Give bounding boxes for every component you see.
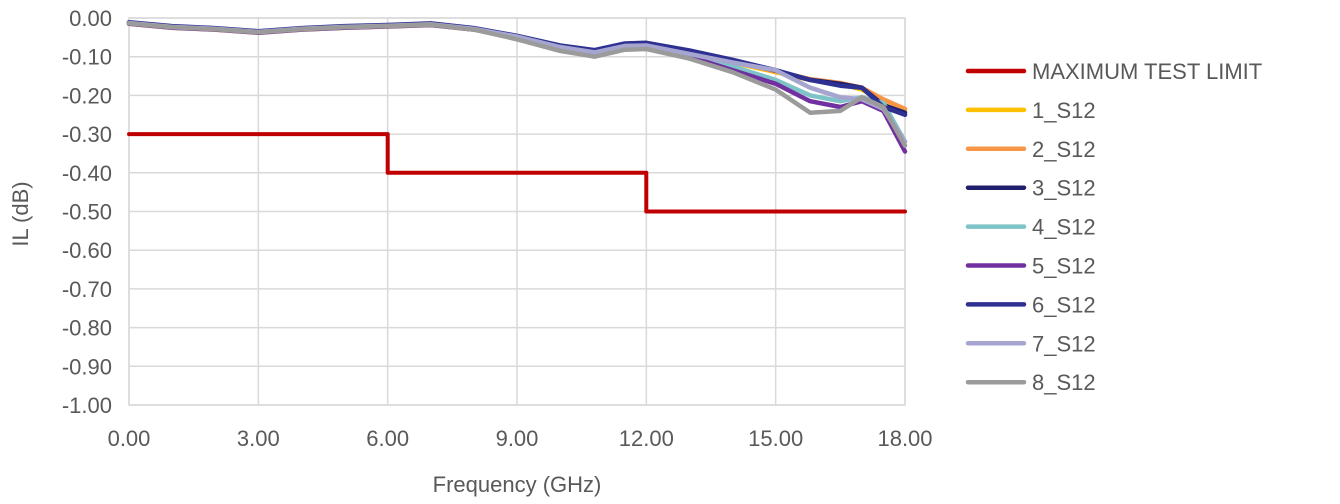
y-tick-label: -0.80: [62, 316, 112, 341]
legend-label: 2_S12: [1032, 137, 1096, 162]
legend: MAXIMUM TEST LIMIT 1_S12 2_S12 3_S12 4_S12 5_…: [965, 59, 1262, 395]
legend-label: 7_S12: [1032, 331, 1096, 356]
y-tick-label: -0.20: [62, 83, 112, 108]
y-tick-label: -0.30: [62, 122, 112, 147]
legend-label: MAXIMUM TEST LIMIT: [1032, 59, 1262, 84]
legend-item: 5_S12: [965, 254, 1096, 279]
y-tick-label: -0.50: [62, 200, 112, 225]
legend-label: 5_S12: [1032, 254, 1096, 279]
legend-label: 1_S12: [1032, 98, 1096, 123]
x-tick-label: 9.00: [496, 426, 539, 451]
legend-item: 4_S12: [965, 215, 1096, 240]
legend-item: 1_S12: [965, 98, 1096, 123]
legend-label: 3_S12: [1032, 176, 1096, 201]
x-tick-label: 15.00: [748, 426, 803, 451]
legend-label: 6_S12: [1032, 292, 1096, 317]
y-tick-label: -0.90: [62, 354, 112, 379]
y-axis-ticks: 0.00 -0.10 -0.20 -0.30 -0.40 -0.50 -0.60 -0.70 -…: [62, 6, 112, 418]
x-axis-title: Frequency (GHz): [433, 472, 602, 497]
series-line-8-s12: [126, 21, 908, 148]
x-tick-label: 12.00: [619, 426, 674, 451]
legend-label: 4_S12: [1032, 215, 1096, 240]
legend-label: 8_S12: [1032, 370, 1096, 395]
legend-item: 2_S12: [965, 137, 1096, 162]
series-line-maximum-test-limit: [127, 132, 907, 214]
y-tick-label: -0.70: [62, 277, 112, 302]
series-layer: [126, 20, 908, 214]
legend-item: MAXIMUM TEST LIMIT: [965, 59, 1262, 84]
y-tick-label: -1.00: [62, 393, 112, 418]
x-tick-label: 3.00: [237, 426, 280, 451]
x-tick-label: 0.00: [108, 426, 151, 451]
legend-item: 7_S12: [965, 331, 1096, 356]
x-tick-label: 6.00: [366, 426, 409, 451]
legend-item: 3_S12: [965, 176, 1096, 201]
y-tick-label: -0.40: [62, 161, 112, 186]
y-axis-title: IL (dB): [8, 181, 33, 246]
x-axis-ticks: 0.00 3.00 6.00 9.00 12.00 15.00 18.00: [108, 426, 933, 451]
y-tick-label: -0.10: [62, 45, 112, 70]
legend-item: 8_S12: [965, 370, 1096, 395]
x-tick-label: 18.00: [877, 426, 932, 451]
y-tick-label: -0.60: [62, 238, 112, 263]
legend-item: 6_S12: [965, 292, 1096, 317]
y-tick-label: 0.00: [69, 6, 112, 31]
